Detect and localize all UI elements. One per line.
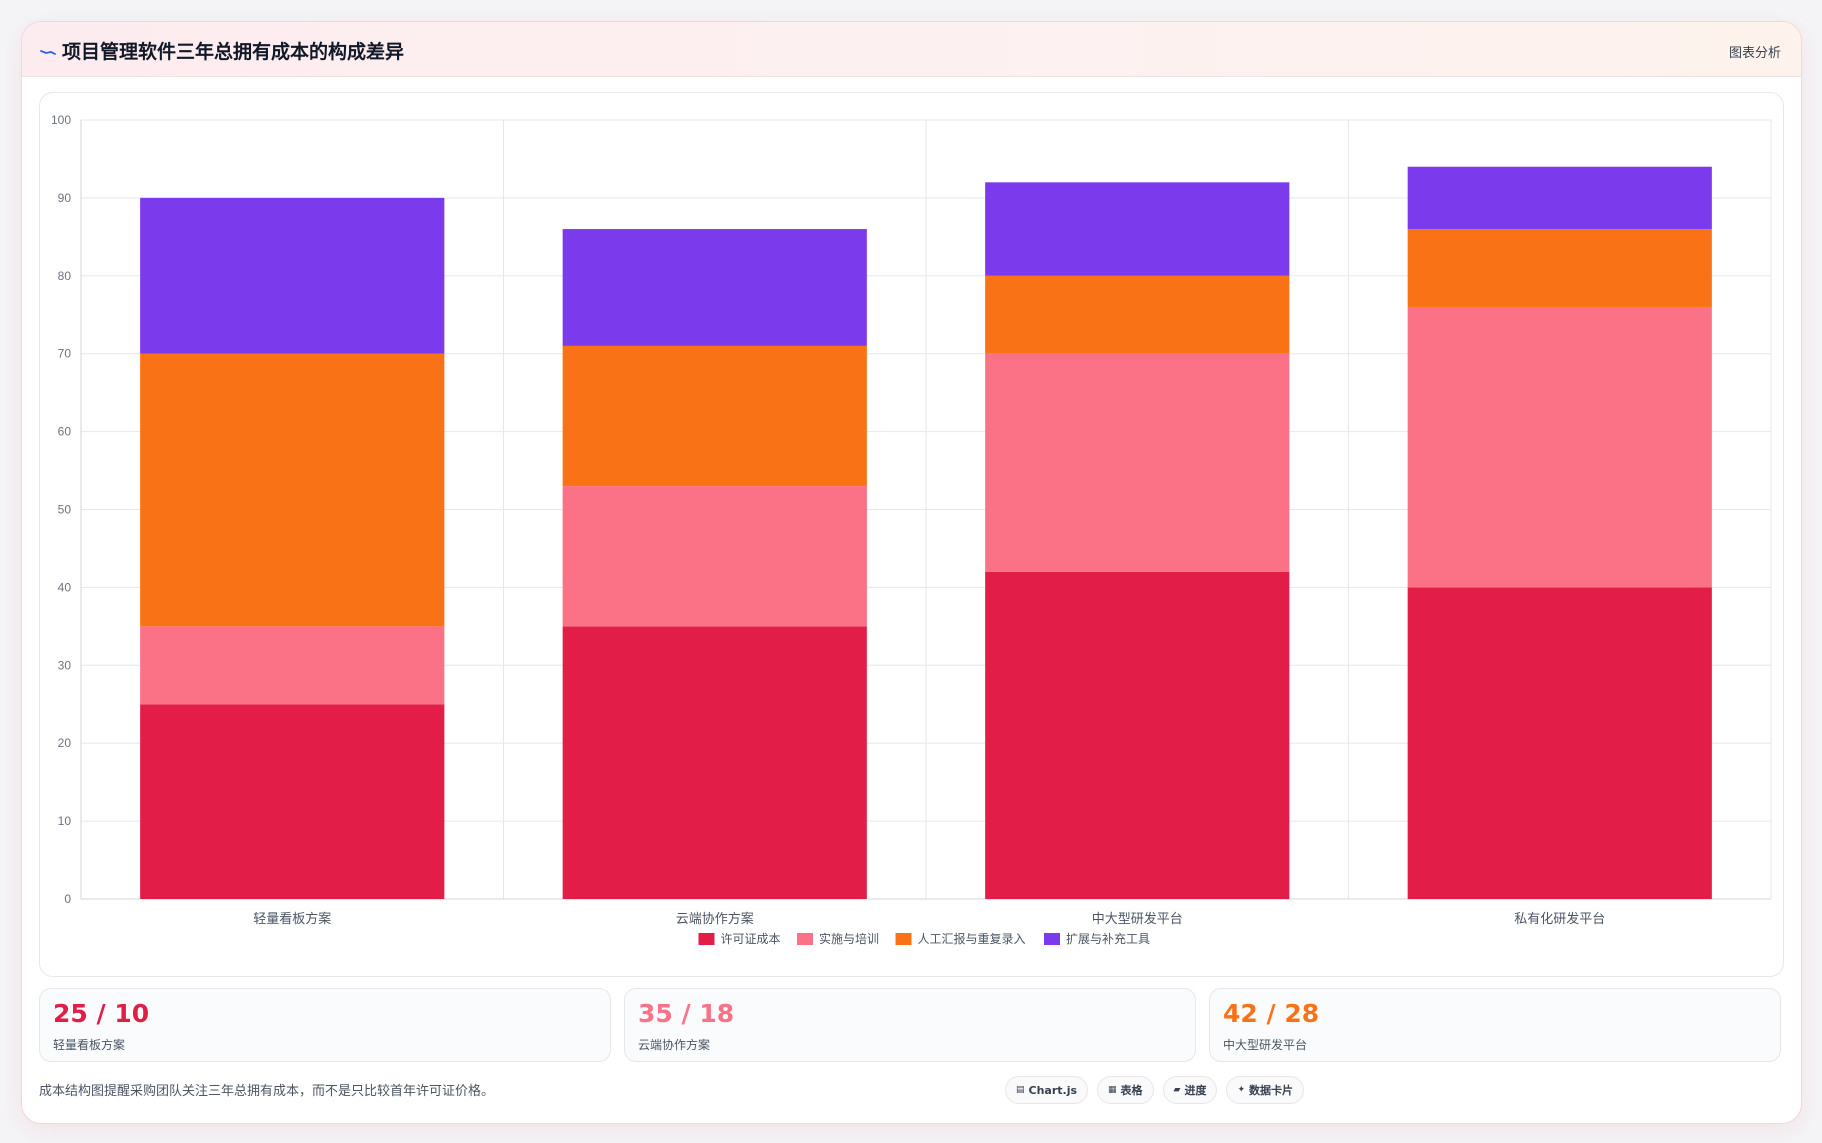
tag-chartjs[interactable]: ▤ Chart.js: [1005, 1076, 1089, 1104]
chart-card: 项目管理软件三年总拥有成本的构成差异 图表分析 0 10 20 30 40 50 60 70 8…: [21, 21, 1802, 1124]
x-tick-label: 私有化研发平台: [1514, 911, 1605, 927]
bar-segment: [140, 626, 445, 705]
legend-swatch: [1044, 933, 1060, 945]
bar-segment: [1407, 166, 1712, 230]
bar-segment: [562, 345, 867, 487]
stat-value: 42 / 28: [1223, 999, 1320, 1028]
chart-icon: ▤: [1016, 1085, 1025, 1095]
y-tick-label: 50: [58, 503, 72, 517]
tag-label: Chart.js: [1028, 1083, 1078, 1097]
y-tick-label: 20: [58, 736, 72, 750]
stat-value: 25 / 10: [53, 999, 150, 1028]
stat-label: 轻量看板方案: [53, 1038, 126, 1052]
y-tick-label: 100: [51, 113, 71, 127]
bar-segment: [985, 275, 1290, 354]
stat-value: 35 / 18: [638, 999, 735, 1028]
y-tick-label: 0: [64, 892, 71, 906]
y-tick-label: 40: [58, 580, 72, 594]
chart-analysis-link[interactable]: 图表分析: [1728, 46, 1781, 61]
legend-swatch: [895, 933, 912, 945]
x-tick-label: 云端协作方案: [676, 911, 754, 927]
y-tick-label: 70: [58, 347, 72, 361]
bar-segment: [985, 571, 1290, 899]
tag-data-card[interactable]: ✦ 数据卡片: [1226, 1076, 1305, 1104]
y-tick-label: 10: [58, 814, 72, 828]
tag-label: 表格: [1120, 1084, 1143, 1097]
bar-segment: [985, 182, 1290, 276]
y-tick-label: 80: [58, 269, 72, 283]
footer-note: 成本结构图提醒采购团队关注三年总拥有成本，而不是只比较首年许可证价格。: [39, 1084, 495, 1099]
legend-label: 实施与培训: [819, 931, 879, 946]
stat-label: 云端协作方案: [638, 1038, 711, 1052]
bar-segment: [562, 626, 867, 899]
bar-segment: [562, 486, 867, 627]
bar-segment: [1407, 229, 1712, 307]
stat-card-light-kanban: 25 / 10 轻量看板方案: [39, 988, 611, 1062]
legend-label: 扩展与补充工具: [1066, 931, 1150, 946]
tag-label: 数据卡片: [1249, 1084, 1294, 1097]
stat-label: 中大型研发平台: [1223, 1038, 1308, 1052]
stat-card-cloud-collab: 35 / 18 云端协作方案: [624, 988, 1196, 1062]
bar-segment: [1407, 587, 1712, 899]
progress-icon: ▰: [1173, 1085, 1181, 1095]
y-tick-label: 60: [58, 425, 72, 439]
card-header: 项目管理软件三年总拥有成本的构成差异 图表分析: [22, 22, 1801, 77]
trend-line-icon: [40, 50, 56, 55]
chart-panel: 0 10 20 30 40 50 60 70 80 90 100 轻量看板方案 云端协作方案 中大型研发平…: [39, 92, 1784, 977]
legend-swatch: [797, 933, 813, 945]
bar-segment: [140, 704, 445, 899]
page-title: 项目管理软件三年总拥有成本的构成差异: [62, 41, 405, 63]
tag-label: 进度: [1184, 1084, 1207, 1097]
bar-segment: [985, 353, 1290, 572]
x-tick-label: 中大型研发平台: [1092, 911, 1183, 927]
tag-table[interactable]: ▦ 表格: [1097, 1076, 1154, 1104]
legend-label: 许可证成本: [721, 932, 781, 946]
bar-segment: [1407, 306, 1712, 588]
legend-label: 人工汇报与重复录入: [918, 931, 1026, 946]
y-tick-label: 30: [58, 658, 72, 672]
table-icon: ▦: [1108, 1085, 1117, 1095]
bar-segment: [562, 229, 867, 346]
x-tick-label: 轻量看板方案: [253, 911, 331, 927]
bar-segment: [140, 197, 445, 354]
y-tick-label: 90: [58, 191, 72, 205]
stat-card-rd-platform: 42 / 28 中大型研发平台: [1209, 988, 1781, 1062]
sparkle-icon: ✦: [1237, 1085, 1246, 1095]
stacked-bar-chart: 0 10 20 30 40 50 60 70 80 90 100 轻量看板方案 云端协作方案 中大型研发平…: [51, 113, 1772, 946]
legend-swatch: [698, 933, 715, 945]
tag-progress[interactable]: ▰ 进度: [1162, 1076, 1218, 1104]
bar-segment: [140, 353, 445, 627]
tech-tags: ▤ Chart.js ▦ 表格 ▰ 进度 ✦ 数据卡片: [1005, 1076, 1305, 1104]
